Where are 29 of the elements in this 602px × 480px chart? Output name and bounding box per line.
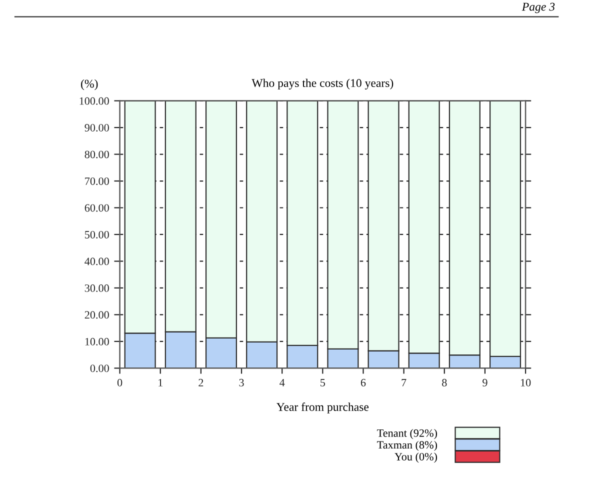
y-tick-label: 80.00: [84, 150, 109, 158]
x-axis-title: Year from purchase: [276, 402, 369, 414]
y-tick-label: 90.00: [84, 124, 109, 132]
y-tick-label: 30.00: [84, 284, 109, 292]
y-tick-label: 0.00: [90, 364, 109, 372]
y-tick-label: 50.00: [85, 230, 109, 238]
text: Page 3: [522, 2, 555, 14]
y-tick-label: 10.00: [85, 338, 109, 346]
y-axis-title: (%): [81, 79, 98, 90]
x-tick-label: 9: [482, 378, 488, 386]
legend-label: Tenant (92%): [377, 429, 437, 440]
legend-label: You (0%): [394, 452, 437, 463]
x-tick-label: 3: [239, 378, 244, 386]
y-tick-label: 20.00: [84, 311, 109, 319]
x-tick-label: 5: [320, 379, 326, 386]
y-tick-label: 100.00: [80, 97, 109, 105]
x-tick-label: 1: [158, 378, 162, 386]
x-tick-label: 4: [280, 378, 285, 386]
y-tick-label: 70.00: [85, 177, 109, 186]
x-tick-label: 8: [442, 378, 447, 386]
x-tick-label: 2: [198, 378, 204, 386]
chart-title: Who pays the costs (10 years): [252, 78, 394, 90]
x-tick-label: 10: [520, 378, 531, 386]
x-tick-label: 6: [360, 378, 366, 386]
y-tick-label: 40.00: [84, 258, 109, 266]
x-tick-label: 0: [117, 378, 122, 386]
y-tick-label: 60.00: [84, 204, 109, 212]
x-tick-label: 7: [402, 379, 406, 386]
legend-label: Taxman (8%): [377, 440, 437, 451]
